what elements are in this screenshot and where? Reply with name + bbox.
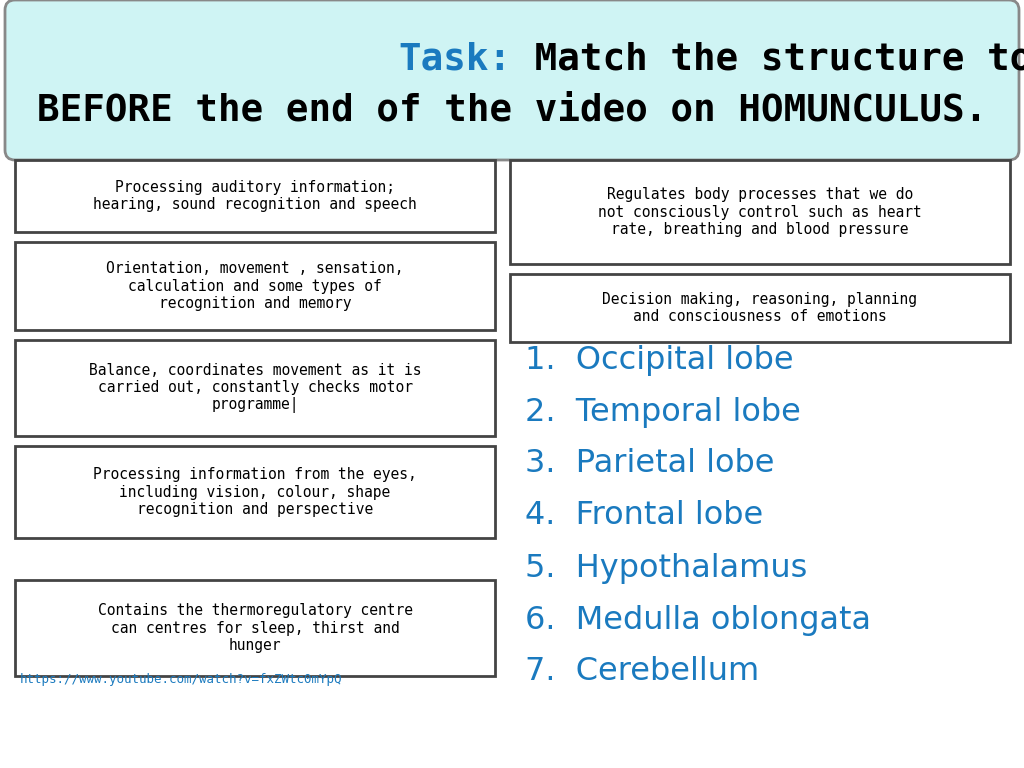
Text: Contains the thermoregulatory centre
can centres for sleep, thirst and
hunger: Contains the thermoregulatory centre can… <box>97 603 413 653</box>
FancyBboxPatch shape <box>5 0 1019 160</box>
Text: Processing information from the eyes,
including vision, colour, shape
recognitio: Processing information from the eyes, in… <box>93 467 417 517</box>
FancyBboxPatch shape <box>15 160 495 232</box>
Text: Regulates body processes that we do
not consciously control such as heart
rate, : Regulates body processes that we do not … <box>598 187 922 237</box>
Text: BEFORE the end of the video on HOMUNCULUS.: BEFORE the end of the video on HOMUNCULU… <box>37 93 987 129</box>
Text: 5.  Hypothalamus: 5. Hypothalamus <box>525 552 807 584</box>
FancyBboxPatch shape <box>15 580 495 676</box>
FancyBboxPatch shape <box>15 340 495 436</box>
FancyBboxPatch shape <box>510 160 1010 264</box>
Text: 7.  Cerebellum: 7. Cerebellum <box>525 657 759 687</box>
Text: Decision making, reasoning, planning
and consciousness of emotions: Decision making, reasoning, planning and… <box>602 292 918 324</box>
Text: 3.  Parietal lobe: 3. Parietal lobe <box>525 449 774 479</box>
FancyBboxPatch shape <box>15 242 495 330</box>
Text: https://www.youtube.com/watch?v=fxZWtc0mYpQ: https://www.youtube.com/watch?v=fxZWtc0m… <box>20 674 342 687</box>
FancyBboxPatch shape <box>15 446 495 538</box>
Text: Balance, coordinates movement as it is
carried out, constantly checks motor
prog: Balance, coordinates movement as it is c… <box>89 362 421 413</box>
Text: Task:: Task: <box>399 41 512 77</box>
Text: 2.  Temporal lobe: 2. Temporal lobe <box>525 396 801 428</box>
Text: 4.  Frontal lobe: 4. Frontal lobe <box>525 501 763 531</box>
Text: Match the structure to the function: Match the structure to the function <box>512 41 1024 77</box>
Text: 6.  Medulla oblongata: 6. Medulla oblongata <box>525 604 871 635</box>
Text: Orientation, movement , sensation,
calculation and some types of
recognition and: Orientation, movement , sensation, calcu… <box>106 261 403 311</box>
Text: 1.  Occipital lobe: 1. Occipital lobe <box>525 345 794 376</box>
FancyBboxPatch shape <box>510 274 1010 342</box>
Text: Processing auditory information;
hearing, sound recognition and speech: Processing auditory information; hearing… <box>93 180 417 212</box>
